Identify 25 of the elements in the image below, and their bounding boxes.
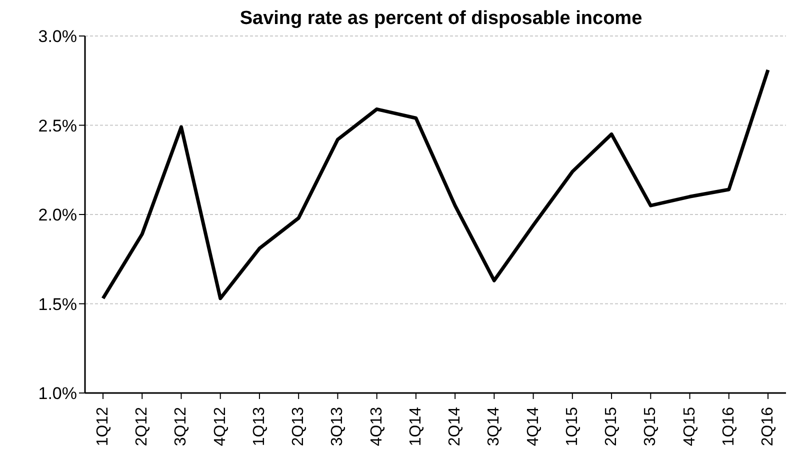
x-tick-label: 1Q16 <box>720 406 738 446</box>
x-tick-label: 4Q15 <box>681 406 698 446</box>
y-tick-label: 1.5% <box>38 294 77 314</box>
x-tick-label: 4Q13 <box>368 406 386 446</box>
x-tick-label: 2Q15 <box>603 406 620 446</box>
x-tick-label: 1Q13 <box>250 406 268 446</box>
x-tick-label: 2Q13 <box>290 406 308 446</box>
x-tick-label: 2Q14 <box>446 406 464 446</box>
x-tick-label: 2Q16 <box>760 406 776 446</box>
x-tick-label: 2Q12 <box>134 406 151 446</box>
y-tick-label: 1.0% <box>38 384 77 404</box>
x-tick-label: 3Q14 <box>486 406 503 446</box>
x-tick-label: 4Q14 <box>524 406 542 446</box>
y-tick-label: 2.5% <box>38 116 77 136</box>
x-tick-label: 4Q12 <box>212 406 229 446</box>
x-tick-label: 1Q14 <box>407 406 424 446</box>
chart-title: Saving rate as percent of disposable income <box>238 8 644 30</box>
x-tick-label: 1Q15 <box>564 406 581 446</box>
x-tick-label: 3Q13 <box>329 406 346 446</box>
y-tick-label: 2.0% <box>38 206 77 225</box>
y-tick-label: 3.0% <box>38 27 77 46</box>
line-series <box>101 68 770 300</box>
x-tick-label: 3Q15 <box>642 406 660 446</box>
x-tick-label: 3Q12 <box>172 406 190 446</box>
x-tick-label: 1Q12 <box>94 406 112 446</box>
